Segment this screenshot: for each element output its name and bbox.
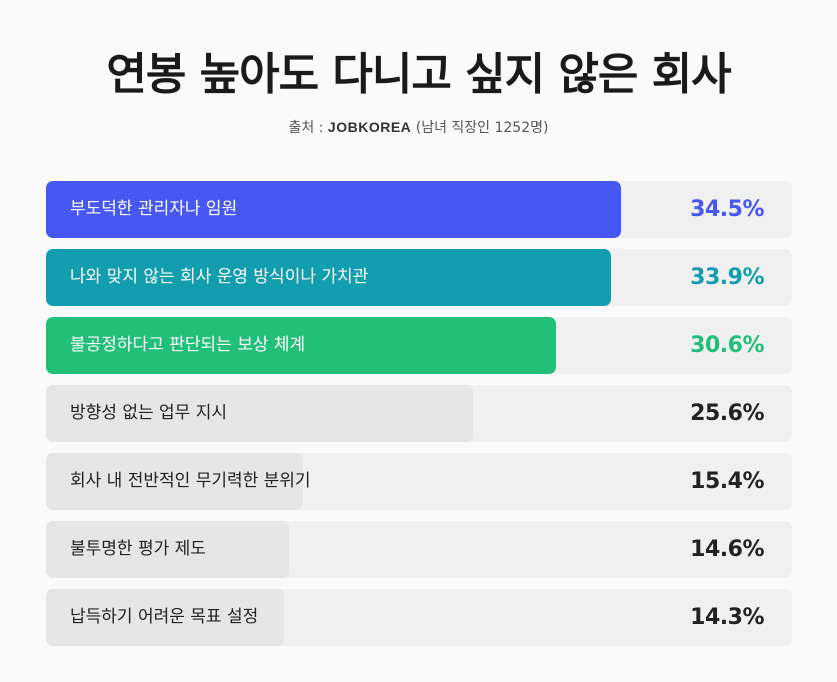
bar-label: 회사 내 전반적인 무기력한 분위기 bbox=[70, 471, 311, 491]
source-line: 출처 : JOBKOREA (남녀 직장인 1252명) bbox=[0, 117, 837, 138]
bar-value-label: 14.6% bbox=[690, 537, 764, 562]
bar-value-label: 33.9% bbox=[690, 265, 764, 290]
bar bbox=[46, 589, 285, 646]
bar-row: 회사 내 전반적인 무기력한 분위기 15.4% bbox=[46, 453, 792, 510]
bar-row: 방향성 없는 업무 지시 25.6% bbox=[46, 385, 792, 442]
bar-row: 불투명한 평가 제도 14.6% bbox=[46, 521, 792, 578]
bar bbox=[46, 385, 473, 442]
bar-row: 부도덕한 관리자나 임원 34.5% bbox=[46, 181, 792, 238]
bar bbox=[46, 181, 621, 238]
bar-value-label: 25.6% bbox=[690, 401, 764, 426]
bar bbox=[46, 453, 303, 510]
bar-label: 납득하기 어려운 목표 설정 bbox=[70, 607, 259, 627]
bar-row: 납득하기 어려운 목표 설정 14.3% bbox=[46, 589, 792, 646]
bar-label: 부도덕한 관리자나 임원 bbox=[70, 199, 238, 219]
bar-row: 나와 맞지 않는 회사 운영 방식이나 가치관 33.9% bbox=[46, 249, 792, 306]
source-prefix: 출처 : bbox=[288, 120, 324, 136]
source-brand: JOBKOREA bbox=[327, 119, 412, 135]
bar-label: 불공정하다고 판단되는 보상 체계 bbox=[70, 335, 306, 355]
bar-value-label: 34.5% bbox=[690, 197, 764, 222]
bar-value-label: 30.6% bbox=[690, 333, 764, 358]
bar-row: 불공정하다고 판단되는 보상 체계 30.6% bbox=[46, 317, 792, 374]
bar bbox=[46, 521, 290, 578]
bar bbox=[46, 249, 611, 306]
bar-value-label: 15.4% bbox=[690, 469, 764, 494]
bar bbox=[46, 317, 556, 374]
bar-label: 불투명한 평가 제도 bbox=[70, 539, 206, 559]
bar-label: 나와 맞지 않는 회사 운영 방식이나 가치관 bbox=[70, 267, 369, 287]
source-suffix: (남녀 직장인 1252명) bbox=[415, 120, 549, 136]
bar-value-label: 14.3% bbox=[690, 605, 764, 630]
chart-title: 연봉 높아도 다니고 싶지 않은 회사 bbox=[106, 49, 731, 100]
bar-label: 방향성 없는 업무 지시 bbox=[70, 403, 227, 423]
